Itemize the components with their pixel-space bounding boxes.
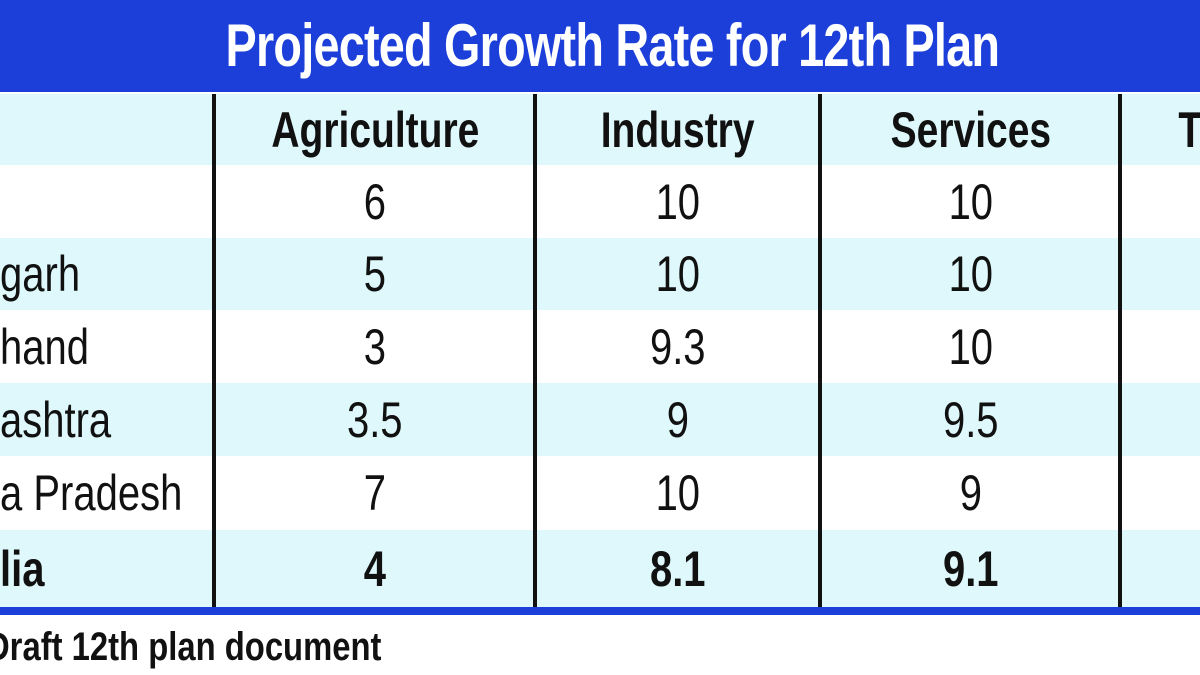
table-row: ashtra 3.5 9 9.5 — [0, 383, 1200, 456]
column-header: Services — [822, 94, 1119, 165]
column-header: Agriculture — [216, 94, 534, 165]
table-cell: 6 — [216, 165, 534, 238]
table-cell-text: 10 — [655, 246, 701, 302]
table-cell-text: 9 — [666, 391, 690, 448]
table-cell-text: 10 — [948, 246, 993, 302]
table-cell: 10 — [822, 165, 1119, 238]
table-row: lia 4 8.1 9.1 — [0, 530, 1200, 607]
header-row: Agriculture Industry Services T — [0, 94, 1200, 165]
table-cell: 9 — [822, 456, 1119, 530]
table-cell: 5 — [216, 238, 534, 310]
row-label: lia — [0, 530, 213, 607]
table-cell-text: 9.1 — [942, 540, 999, 597]
column-header-text: Agriculture — [270, 101, 480, 158]
row-label-text: a Pradesh — [0, 465, 183, 521]
row-label: a Pradesh — [0, 456, 213, 530]
table-row: hand 3 9.3 10 — [0, 310, 1200, 383]
table-row: garh 5 10 10 — [0, 238, 1200, 310]
table-row: 6 10 10 — [0, 165, 1200, 238]
row-label: hand — [0, 310, 213, 383]
column-divider — [818, 94, 822, 610]
table-cell: 7 — [216, 456, 534, 530]
table-cell: 10 — [822, 238, 1119, 310]
table-cell-text: 4 — [363, 540, 387, 597]
table-cell-text: 10 — [948, 318, 993, 375]
column-header-text: Industry — [601, 101, 755, 158]
row-label: garh — [0, 238, 213, 310]
table-cell-text: 3.5 — [347, 391, 403, 448]
row-label-text: lia — [0, 540, 45, 597]
column-divider — [212, 94, 216, 610]
source-note: Draft 12th plan document — [0, 625, 382, 669]
table-row: a Pradesh 7 10 9 — [0, 456, 1200, 530]
table-cell: 3 — [216, 310, 534, 383]
column-header-text: T — [1178, 101, 1200, 158]
row-label-text: hand — [0, 318, 89, 375]
row-label-text: garh — [0, 246, 81, 302]
table-cell: 10 — [537, 456, 819, 530]
row-label — [0, 165, 213, 238]
table-title: Projected Growth Rate for 12th Plan — [225, 12, 1000, 79]
table-cell: 9.5 — [822, 383, 1119, 456]
table-cell: 10 — [537, 238, 819, 310]
column-header: T — [1175, 94, 1200, 165]
table-cell-text: 10 — [655, 465, 701, 521]
row-label: ashtra — [0, 383, 213, 456]
table-cell-text: 10 — [948, 173, 993, 230]
table-cell-text: 9.5 — [942, 391, 999, 448]
table-cell: 10 — [822, 310, 1119, 383]
table-bottom-border — [0, 607, 1200, 615]
table-cell-text: 8.1 — [650, 540, 706, 597]
table-cell: 3.5 — [216, 383, 534, 456]
column-divider — [533, 94, 537, 610]
table-cell-text: 9.3 — [650, 318, 706, 375]
column-header-text: Services — [890, 101, 1051, 158]
row-label-text: ashtra — [0, 391, 112, 448]
table-cell: 10 — [537, 165, 819, 238]
column-header: Industry — [537, 94, 819, 165]
table-cell: 8.1 — [537, 530, 819, 607]
table-cell-text: 3 — [363, 318, 387, 375]
table-cell: 4 — [216, 530, 534, 607]
column-divider — [1118, 94, 1122, 610]
table-cell-text: 10 — [655, 173, 701, 230]
table-cell-text: 9 — [959, 465, 982, 521]
table-cell: 9.1 — [822, 530, 1119, 607]
table-cell-text: 7 — [363, 465, 387, 521]
table-cell: 9 — [537, 383, 819, 456]
table-cell-text: 6 — [363, 173, 387, 230]
title-bar: Projected Growth Rate for 12th Plan — [0, 0, 1200, 92]
table-cell-text: 5 — [363, 246, 387, 302]
table-cell: 9.3 — [537, 310, 819, 383]
